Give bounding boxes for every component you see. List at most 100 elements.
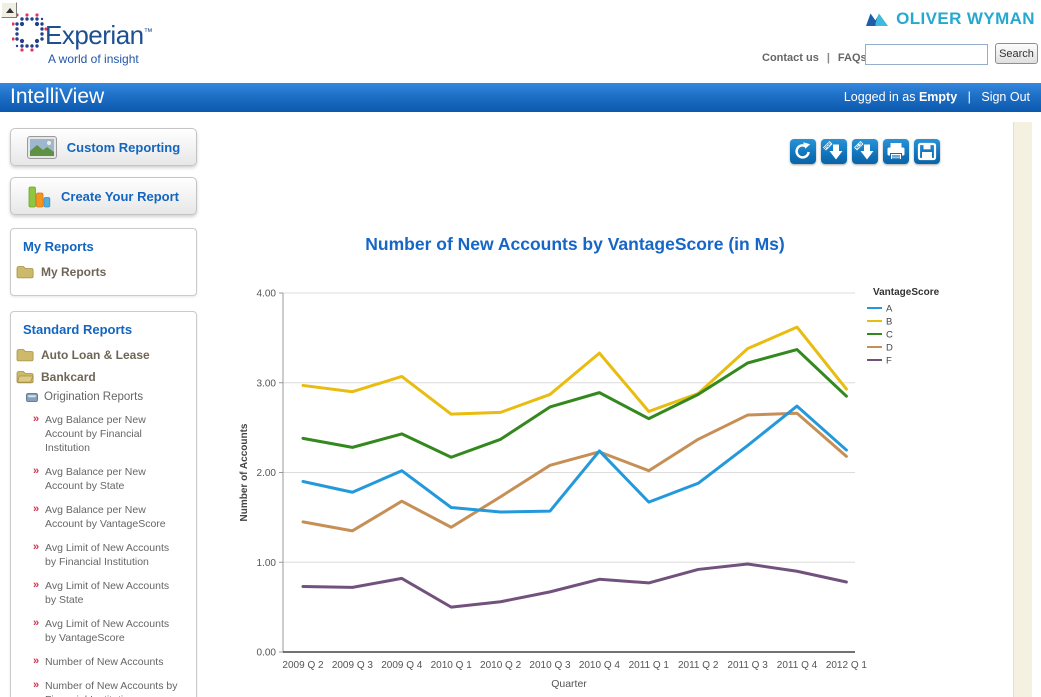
report-link-label: Number of New Accounts by Financial Inst… bbox=[45, 680, 178, 697]
experian-wordmark: Experian™ bbox=[45, 20, 153, 50]
titlebar: IntelliView Logged in as Empty | Sign Ou… bbox=[0, 83, 1041, 112]
vertical-scrollbar[interactable] bbox=[1013, 122, 1032, 697]
svg-text:F: F bbox=[886, 356, 892, 367]
svg-text:2009 Q 4: 2009 Q 4 bbox=[381, 660, 423, 671]
svg-text:2011 Q 3: 2011 Q 3 bbox=[727, 660, 768, 671]
report-link-label: Avg Limit of New Accounts by Financial I… bbox=[45, 542, 170, 568]
refresh-icon bbox=[795, 142, 811, 159]
svg-text:2011 Q 1: 2011 Q 1 bbox=[629, 660, 670, 671]
svg-text:B: B bbox=[886, 317, 892, 328]
my-reports-folder-item[interactable]: My Reports bbox=[16, 265, 196, 279]
report-link[interactable]: » Number of New Accounts by Financial Ins… bbox=[33, 679, 178, 697]
svg-text:2011 Q 2: 2011 Q 2 bbox=[678, 660, 719, 671]
svg-text:0.00: 0.00 bbox=[257, 648, 277, 659]
xls-badge: XLS bbox=[854, 141, 863, 150]
scroll-up-arrow-icon bbox=[5, 8, 14, 13]
chart-toolbar: PDF XLS bbox=[790, 139, 940, 164]
export-pdf-button[interactable]: PDF bbox=[821, 139, 847, 164]
report-link-label: Avg Balance per New Account by VantageSc… bbox=[45, 504, 166, 530]
folder-item-auto-loan[interactable]: Auto Loan & Lease bbox=[16, 348, 196, 362]
chevron-icon: » bbox=[33, 679, 40, 691]
origination-reports-item[interactable]: Origination Reports bbox=[26, 391, 196, 403]
report-link[interactable]: » Avg Limit of New Accounts by Financial … bbox=[33, 541, 178, 569]
sign-out-link[interactable]: Sign Out bbox=[981, 90, 1030, 104]
svg-text:VantageScore: VantageScore bbox=[873, 287, 940, 298]
report-link[interactable]: » Avg Limit of New Accounts by VantageSco… bbox=[33, 617, 178, 645]
login-info: Logged in as Empty | Sign Out bbox=[844, 90, 1030, 104]
chevron-icon: » bbox=[33, 413, 40, 425]
standard-report-list: » Avg Balance per New Account by Financia… bbox=[33, 413, 196, 697]
create-your-report-button[interactable]: Create Your Report bbox=[10, 177, 197, 215]
folder-item-bankcard[interactable]: Bankcard bbox=[16, 370, 196, 384]
chevron-icon: » bbox=[33, 655, 40, 667]
report-link-label: Avg Limit of New Accounts by VantageScor… bbox=[45, 618, 170, 644]
svg-text:3.00: 3.00 bbox=[257, 378, 277, 389]
login-separator: | bbox=[967, 90, 971, 104]
save-icon bbox=[917, 142, 937, 161]
save-button[interactable] bbox=[914, 139, 940, 164]
print-button[interactable] bbox=[883, 139, 909, 164]
scroll-up-button[interactable] bbox=[1, 2, 17, 18]
report-link[interactable]: » Avg Limit of New Accounts by State bbox=[33, 579, 178, 607]
svg-text:2.00: 2.00 bbox=[257, 468, 277, 479]
folder-icon bbox=[16, 266, 34, 279]
line-chart: 0.00 1.00 2.00 3.00 4.00 Number of Accounts 20… bbox=[239, 287, 940, 690]
refresh-button[interactable] bbox=[790, 139, 816, 164]
oliver-wyman-logo: OLIVER WYMAN bbox=[865, 9, 1035, 29]
oliver-wyman-wordmark: OLIVER WYMAN bbox=[896, 9, 1035, 28]
svg-text:4.00: 4.00 bbox=[257, 289, 277, 300]
folder-closed-icon bbox=[16, 349, 34, 362]
create-your-report-label: Create Your Report bbox=[61, 188, 179, 204]
pdf-badge: PDF bbox=[823, 141, 833, 151]
svg-text:2012 Q 1: 2012 Q 1 bbox=[826, 660, 868, 671]
search-button[interactable]: Search bbox=[995, 43, 1038, 64]
print-icon bbox=[887, 143, 905, 160]
search-input[interactable] bbox=[865, 44, 988, 65]
contact-us-link[interactable]: Contact us bbox=[762, 52, 819, 64]
export-pdf-icon: PDF bbox=[823, 141, 843, 160]
oliver-wyman-icon bbox=[866, 13, 889, 26]
report-link-label: Avg Balance per New Account by Financial… bbox=[45, 414, 146, 454]
my-reports-panel: My Reports My Reports bbox=[10, 228, 197, 296]
report-link-label: Number of New Accounts bbox=[45, 656, 164, 668]
svg-text:Number of Accounts: Number of Accounts bbox=[239, 423, 250, 521]
faqs-link[interactable]: FAQs bbox=[837, 52, 867, 64]
chevron-icon: » bbox=[33, 617, 40, 629]
svg-text:2010 Q 3: 2010 Q 3 bbox=[529, 660, 571, 671]
bar-chart-icon bbox=[28, 186, 51, 208]
export-xls-button[interactable]: XLS bbox=[852, 139, 878, 164]
folder-label: Bankcard bbox=[41, 370, 96, 384]
experian-tagline: A world of insight bbox=[48, 52, 139, 66]
trademark-symbol: ™ bbox=[143, 26, 153, 37]
chevron-icon: » bbox=[33, 541, 40, 553]
standard-reports-header: Standard Reports bbox=[23, 322, 133, 337]
report-link-label: Avg Limit of New Accounts by State bbox=[45, 580, 170, 606]
login-user: Empty bbox=[918, 90, 958, 104]
experian-logo bbox=[12, 13, 48, 52]
svg-text:1.00: 1.00 bbox=[257, 558, 277, 569]
origination-reports-label: Origination Reports bbox=[44, 391, 144, 403]
my-reports-header: My Reports bbox=[23, 239, 94, 254]
report-link[interactable]: » Avg Balance per New Account by State bbox=[33, 465, 178, 493]
svg-text:2011 Q 4: 2011 Q 4 bbox=[777, 660, 818, 671]
chevron-icon: » bbox=[33, 465, 40, 477]
custom-reporting-button[interactable]: Custom Reporting bbox=[10, 128, 197, 166]
folder-label: Auto Loan & Lease bbox=[41, 348, 150, 362]
svg-text:C: C bbox=[886, 330, 893, 341]
report-link[interactable]: » Avg Balance per New Account by VantageS… bbox=[33, 503, 178, 531]
svg-text:2009 Q 2: 2009 Q 2 bbox=[282, 660, 324, 671]
chevron-icon: » bbox=[33, 503, 40, 515]
report-link[interactable]: » Number of New Accounts bbox=[33, 655, 178, 669]
svg-text:2010 Q 2: 2010 Q 2 bbox=[480, 660, 522, 671]
report-link-label: Avg Balance per New Account by State bbox=[45, 466, 146, 492]
svg-text:2009 Q 3: 2009 Q 3 bbox=[332, 660, 374, 671]
svg-text:Quarter: Quarter bbox=[551, 678, 587, 690]
picture-icon bbox=[26, 135, 57, 159]
report-link[interactable]: » Avg Balance per New Account by Financia… bbox=[33, 413, 178, 455]
header: Experian™ A world of insight OLIVER WYMA… bbox=[0, 0, 1041, 83]
header-links: Contact us | FAQs bbox=[762, 52, 867, 64]
folder-open-icon bbox=[16, 371, 34, 384]
app-title: IntelliView bbox=[10, 85, 105, 108]
link-separator: | bbox=[826, 52, 830, 64]
